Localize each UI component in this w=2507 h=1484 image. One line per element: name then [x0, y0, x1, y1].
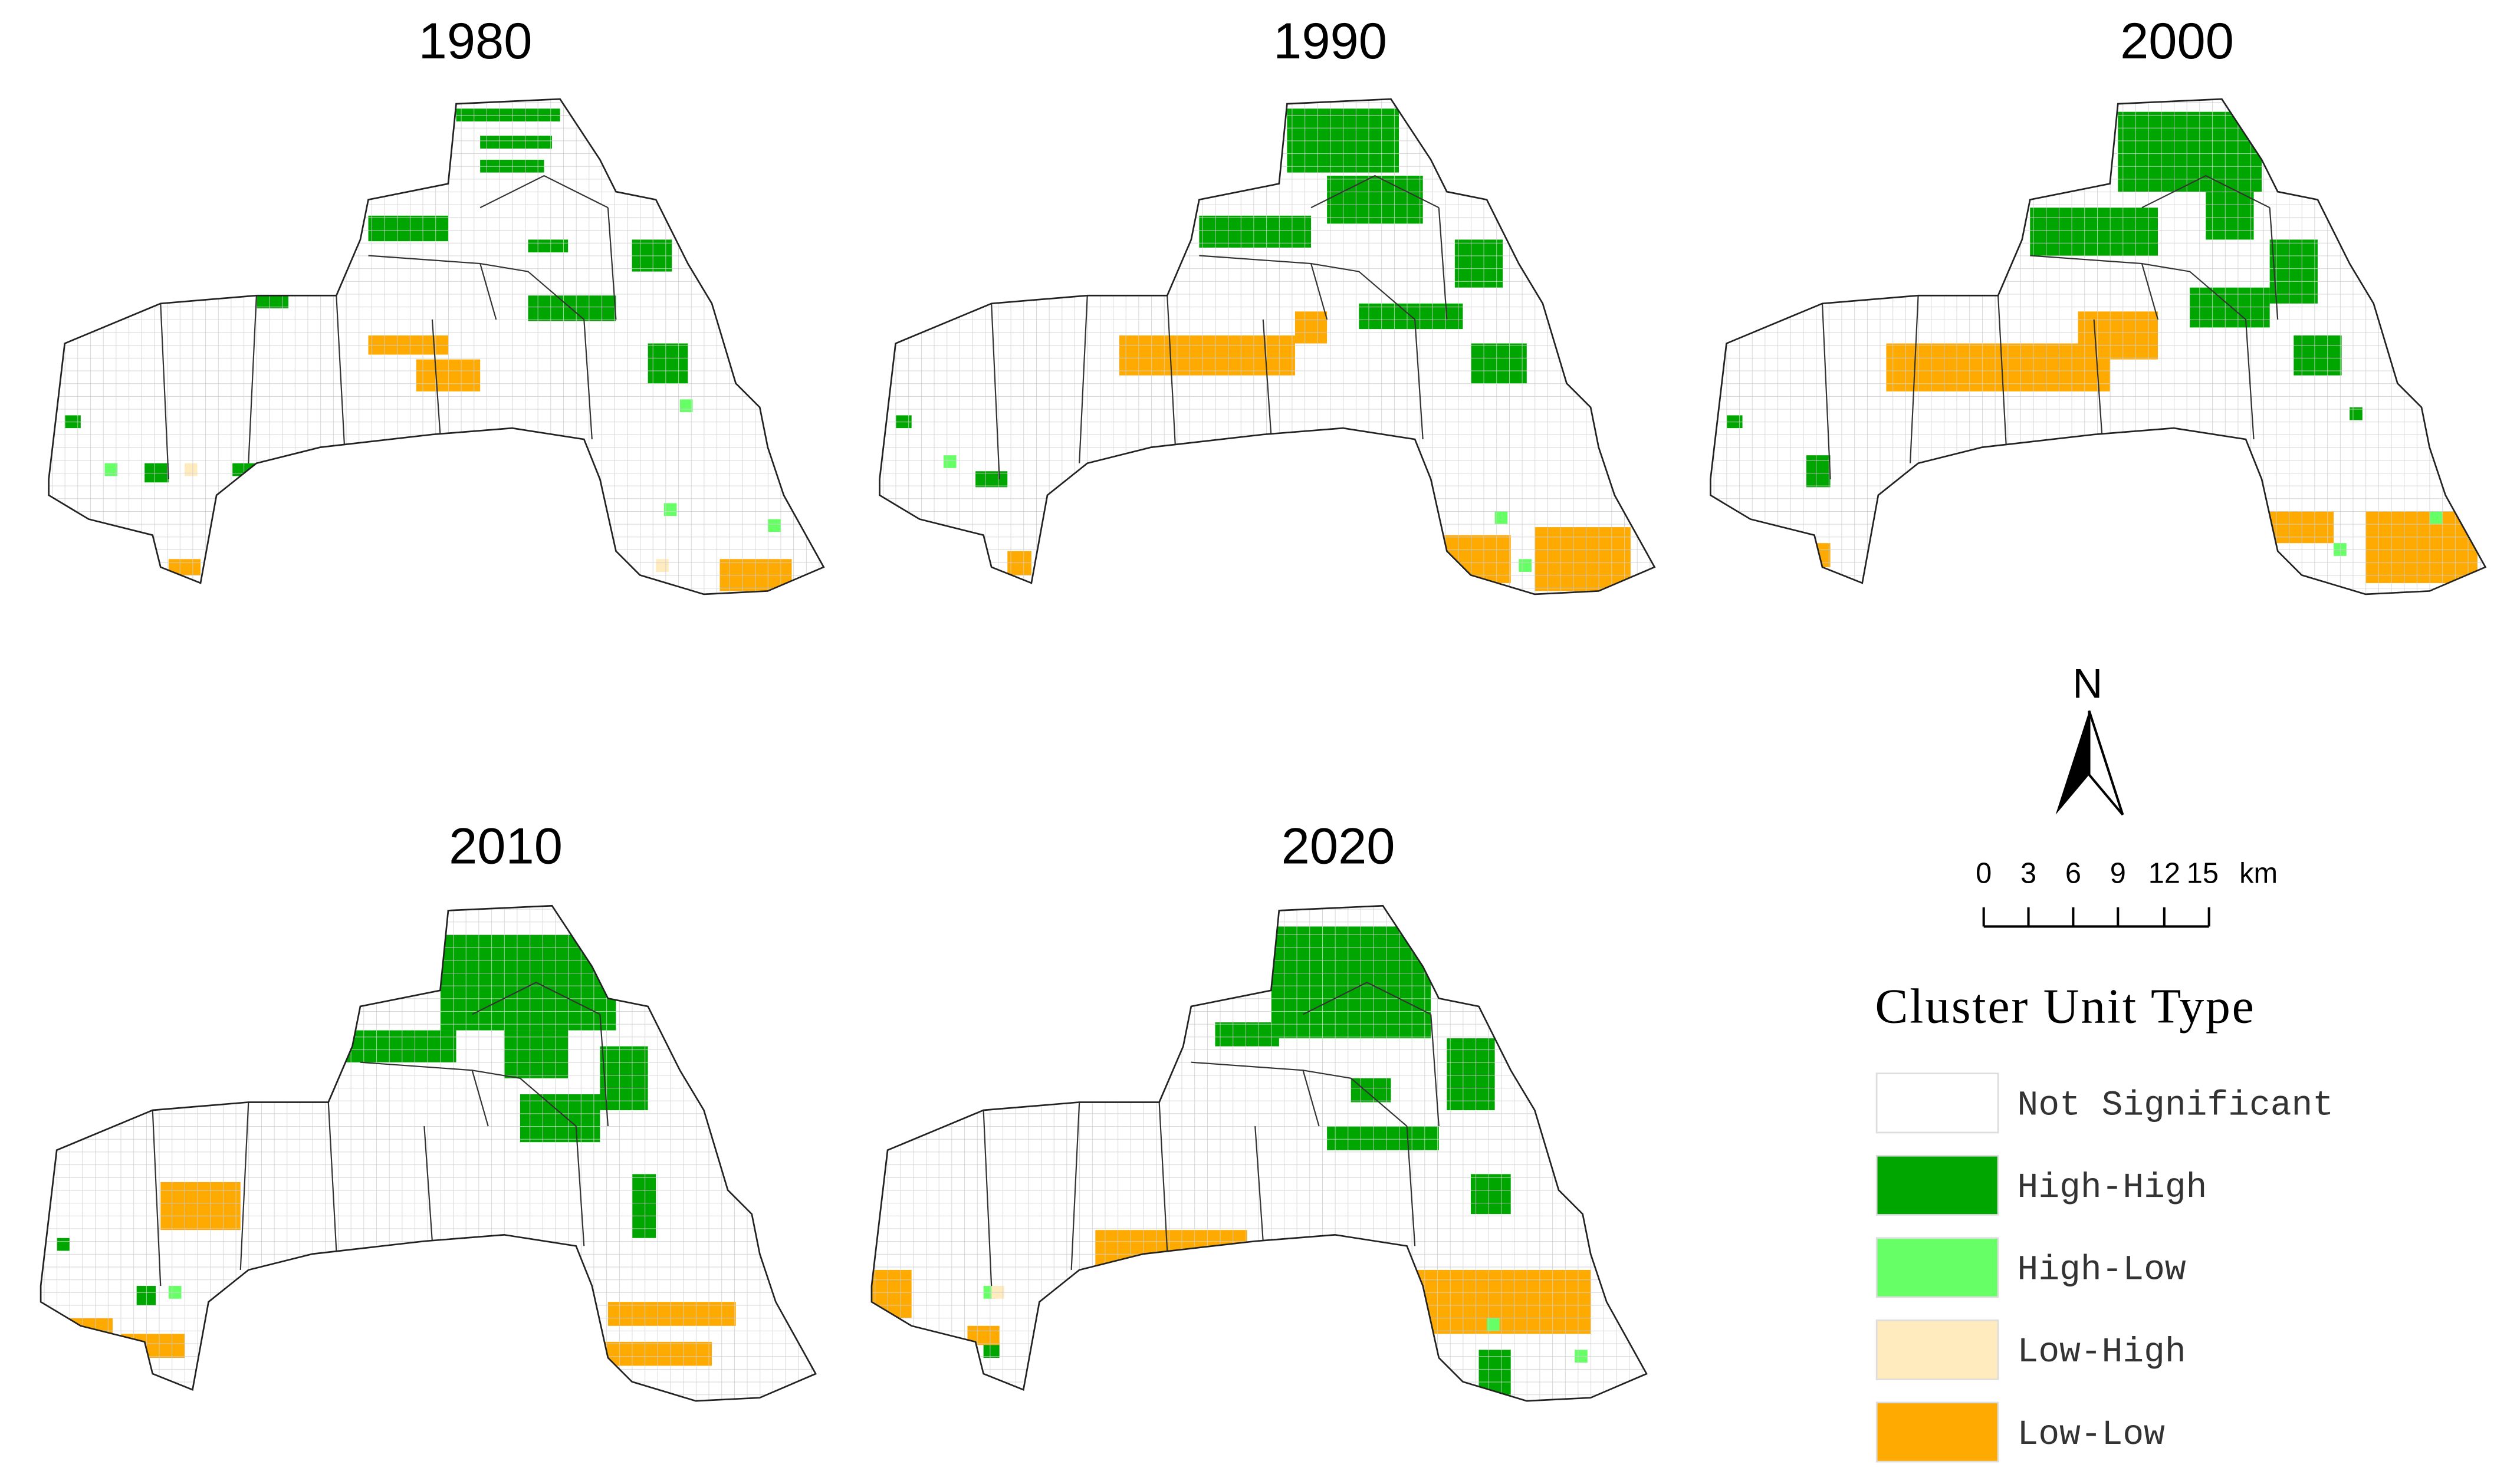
arrow-left	[2055, 710, 2089, 815]
legend-swatch	[1875, 1154, 1999, 1216]
district-border	[2141, 175, 2271, 209]
district-border	[1997, 295, 2007, 445]
scale-label: 0	[1976, 858, 1992, 890]
district-border	[472, 1070, 577, 1127]
panel-title: 1980	[419, 13, 533, 70]
district-border	[1438, 208, 1448, 320]
district-border	[575, 1126, 585, 1246]
district-border	[1430, 1014, 1440, 1127]
region-outline	[1710, 98, 2487, 595]
legend-swatch	[1875, 1319, 1999, 1380]
scale-unit: km	[2239, 858, 2278, 890]
legend-swatch	[1875, 1072, 1999, 1134]
region-outline	[879, 98, 1656, 595]
region-outline	[48, 98, 825, 595]
legend-label: High-Low	[2018, 1250, 2186, 1290]
cluster-cells	[871, 906, 1647, 1401]
panel-title: 1990	[1273, 13, 1387, 70]
scale-label: 12	[2148, 858, 2180, 890]
district-border	[1310, 262, 1415, 320]
map-panel	[1710, 98, 2487, 595]
district-border	[1310, 175, 1440, 209]
cluster-cells	[1710, 98, 2486, 594]
grid	[1710, 98, 2486, 594]
district-border	[1262, 319, 1272, 435]
scale-label: 6	[2065, 858, 2081, 890]
district-border	[1414, 319, 1424, 440]
scale-label: 9	[2110, 858, 2126, 890]
district-border	[1167, 295, 1176, 445]
district-border	[327, 1102, 337, 1251]
map-panel	[879, 98, 1656, 595]
district-border	[152, 1110, 162, 1286]
north-label: N	[2072, 660, 2102, 707]
district-border	[991, 303, 1000, 479]
scale-label: 15	[2187, 858, 2219, 890]
district-border	[248, 295, 257, 463]
map-panel	[40, 904, 817, 1402]
district-border	[336, 295, 345, 445]
legend-swatch	[1875, 1401, 1999, 1463]
district-border	[1303, 982, 1431, 1015]
cluster-cells	[879, 98, 1655, 594]
map-panel	[870, 904, 1648, 1402]
panel-title: 2020	[1282, 818, 1395, 874]
panel-title: 2000	[2120, 13, 2234, 70]
region-outline	[40, 904, 817, 1402]
district-border	[472, 982, 600, 1015]
grid	[48, 98, 824, 594]
legend-label: High-High	[2018, 1167, 2207, 1207]
district-border	[1158, 1102, 1168, 1251]
scale-label: 3	[2020, 858, 2036, 890]
district-border	[2269, 208, 2279, 320]
district-border	[479, 175, 609, 209]
map-panel	[48, 98, 825, 595]
district-border	[1254, 1126, 1264, 1242]
legend-swatch	[1875, 1237, 1999, 1298]
district-border	[239, 1102, 249, 1270]
grid	[871, 906, 1647, 1401]
district-border	[423, 1126, 433, 1242]
district-border	[1406, 1126, 1416, 1246]
arrow-right	[2088, 710, 2124, 816]
district-border	[2141, 262, 2246, 320]
district-border	[479, 262, 584, 320]
district-border	[1821, 303, 1831, 479]
north-arrow: N	[2055, 660, 2124, 816]
district-border	[983, 1110, 993, 1286]
legend-label: Low-Low	[2018, 1414, 2166, 1455]
district-border	[599, 1014, 609, 1127]
cluster-cell	[648, 1390, 661, 1401]
district-border	[431, 319, 441, 435]
district-border	[1070, 1102, 1080, 1270]
district-border	[1909, 295, 1919, 463]
district-border	[1303, 1070, 1408, 1127]
district-border	[583, 319, 593, 440]
legend-label: Not Significant	[2018, 1085, 2334, 1126]
region-outline	[870, 904, 1648, 1402]
panel-title: 2010	[449, 818, 563, 874]
legend-title: Cluster Unit Type	[1875, 979, 2255, 1034]
grid	[879, 98, 1655, 594]
cluster-cells	[41, 906, 816, 1401]
cluster-cells	[48, 98, 824, 594]
district-border	[2245, 319, 2255, 440]
district-border	[160, 303, 169, 479]
grid	[41, 906, 816, 1401]
legend-label: Low-High	[2018, 1332, 2186, 1372]
district-border	[607, 208, 617, 320]
district-border	[2093, 319, 2103, 435]
district-border	[1079, 295, 1088, 463]
